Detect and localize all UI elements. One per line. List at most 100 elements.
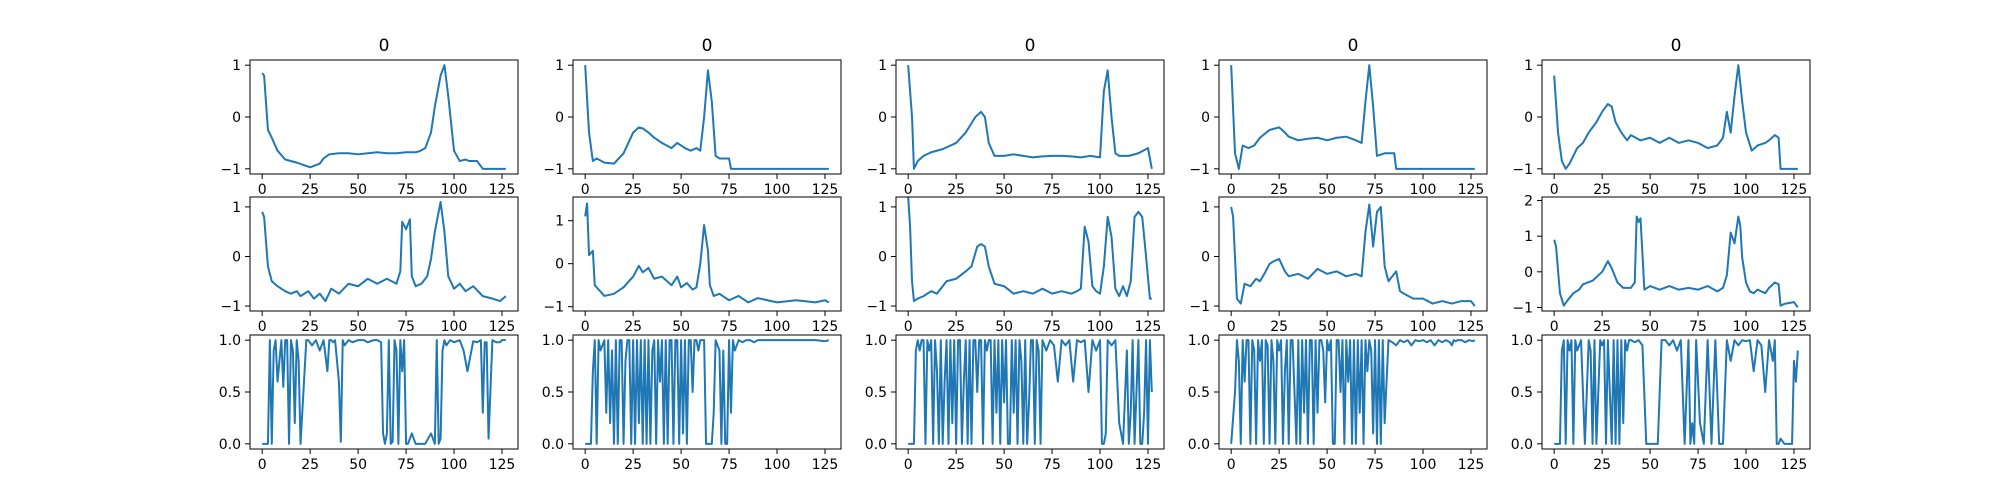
x-tick-label: 50 (349, 319, 367, 335)
x-tick-label: 100 (441, 319, 468, 335)
y-tick-label: −1 (543, 162, 564, 178)
x-tick-label: 125 (1135, 182, 1162, 198)
y-tick-label: 0.0 (865, 437, 887, 453)
y-tick-label: 1 (1524, 229, 1533, 245)
series-line (1553, 215, 1799, 309)
x-tick-label: 50 (1641, 457, 1659, 473)
y-tick-label: 1.0 (219, 333, 241, 349)
series-line (907, 196, 1152, 303)
x-tick-label: 25 (624, 319, 642, 335)
x-tick-label: 25 (1593, 319, 1611, 335)
y-tick-label: 1.0 (542, 333, 564, 349)
subplot-r1-c3: 0 25 50 75 100 125 −1 0 1 (1189, 196, 1488, 335)
subplot-r1-c2: 0 25 50 75 100 125 −1 0 1 (866, 196, 1165, 335)
x-tick-label: 75 (1689, 457, 1707, 473)
x-tick-label: 75 (1366, 182, 1384, 198)
x-tick-label: 125 (1135, 457, 1162, 473)
x-tick-label: 0 (581, 457, 590, 473)
x-tick-label: 75 (1366, 457, 1384, 473)
x-tick-label: 125 (489, 319, 516, 335)
x-tick-label: 50 (1641, 182, 1659, 198)
y-tick-label: −1 (1189, 299, 1210, 315)
axes-frame (249, 196, 519, 312)
y-tick-label: 1 (1524, 58, 1533, 74)
y-tick-label: −1 (1512, 300, 1533, 316)
x-tick-label: 0 (1550, 457, 1559, 473)
x-tick-label: 75 (1043, 182, 1061, 198)
subplot-r0-c3: 0 0 25 50 75 100 125 −1 0 1 (1189, 36, 1488, 198)
x-tick-label: 75 (1366, 319, 1384, 335)
x-tick-label: 125 (1458, 319, 1485, 335)
x-tick-label: 0 (258, 182, 267, 198)
series-line (262, 339, 506, 445)
x-tick-label: 75 (1689, 182, 1707, 198)
x-tick-label: 100 (1733, 182, 1760, 198)
x-tick-label: 75 (1689, 319, 1707, 335)
x-tick-label: 0 (1227, 457, 1236, 473)
x-tick-label: 100 (1087, 319, 1114, 335)
subplot-r2-c1: 0 25 50 75 100 125 0.0 0.5 1.0 (542, 333, 842, 473)
subplot-title: 0 (1348, 36, 1359, 56)
x-tick-label: 100 (764, 319, 791, 335)
subplot-r0-c2: 0 0 25 50 75 100 125 −1 0 1 (866, 36, 1165, 198)
x-tick-label: 25 (947, 457, 965, 473)
x-tick-label: 75 (397, 457, 415, 473)
y-tick-label: 1 (555, 214, 564, 230)
x-tick-label: 125 (1781, 182, 1808, 198)
y-tick-label: 0.0 (542, 437, 564, 453)
x-tick-label: 50 (995, 457, 1013, 473)
x-tick-label: 25 (624, 182, 642, 198)
x-tick-label: 125 (1781, 319, 1808, 335)
x-tick-label: 25 (624, 457, 642, 473)
x-tick-label: 25 (301, 319, 319, 335)
y-tick-label: 1.0 (1511, 333, 1533, 349)
x-tick-label: 25 (301, 457, 319, 473)
series-line (261, 64, 506, 170)
y-tick-label: 1 (878, 58, 887, 74)
x-tick-label: 125 (812, 319, 839, 335)
x-tick-label: 25 (1593, 457, 1611, 473)
subplot-r0-c0: 0 0 25 50 75 100 125 −1 0 1 (220, 36, 519, 198)
x-tick-label: 125 (1781, 457, 1808, 473)
x-tick-label: 75 (397, 319, 415, 335)
x-tick-label: 50 (672, 182, 690, 198)
y-tick-label: 0 (1201, 110, 1210, 126)
x-tick-label: 0 (1550, 319, 1559, 335)
series-line (1554, 339, 1799, 445)
x-tick-label: 125 (812, 457, 839, 473)
y-tick-label: 0 (232, 110, 241, 126)
y-tick-label: −1 (866, 299, 887, 315)
series-line (1553, 64, 1798, 170)
x-tick-label: 100 (441, 457, 468, 473)
y-tick-label: 1.0 (1188, 333, 1210, 349)
series-line (585, 339, 830, 445)
y-tick-label: 0 (878, 249, 887, 265)
x-tick-label: 100 (1733, 319, 1760, 335)
y-tick-label: 1.0 (865, 333, 887, 349)
x-tick-label: 25 (947, 319, 965, 335)
x-tick-label: 125 (812, 182, 839, 198)
x-tick-label: 25 (1593, 182, 1611, 198)
x-tick-label: 100 (1410, 457, 1437, 473)
y-tick-label: 0.0 (219, 437, 241, 453)
axes-frame (572, 196, 842, 312)
x-tick-label: 0 (1227, 319, 1236, 335)
x-tick-label: 125 (489, 182, 516, 198)
y-tick-label: 0 (555, 257, 564, 273)
x-tick-label: 0 (904, 182, 913, 198)
axes-frame (1541, 196, 1811, 312)
x-tick-label: 25 (1270, 457, 1288, 473)
y-tick-label: −1 (220, 299, 241, 315)
subplot-r2-c0: 0 25 50 75 100 125 0.0 0.5 1.0 (219, 333, 519, 473)
y-tick-label: 0 (1201, 249, 1210, 265)
x-tick-label: 100 (1087, 457, 1114, 473)
x-tick-label: 100 (1410, 319, 1437, 335)
x-tick-label: 100 (1410, 182, 1437, 198)
subplot-title: 0 (1671, 36, 1682, 56)
x-tick-label: 100 (764, 457, 791, 473)
x-tick-label: 50 (672, 319, 690, 335)
y-tick-label: 0.5 (542, 385, 564, 401)
y-tick-label: 1 (555, 58, 564, 74)
y-tick-label: 1 (232, 200, 241, 216)
